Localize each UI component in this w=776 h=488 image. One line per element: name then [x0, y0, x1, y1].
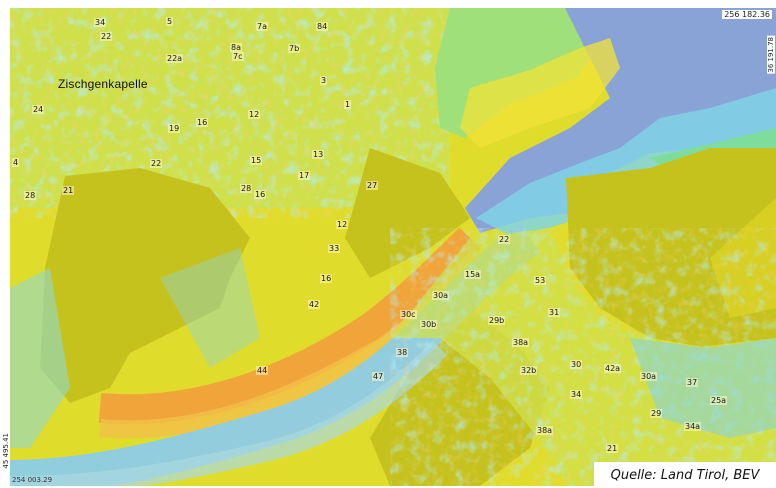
house-number: 34 — [94, 18, 107, 27]
house-number: 30b — [420, 320, 438, 329]
coordinate-left-edge: 45 495.41 — [2, 432, 10, 470]
house-number: 34a — [684, 422, 702, 431]
left-edge-cyan — [10, 268, 70, 448]
house-number: 7c — [232, 52, 244, 61]
house-number: 24 — [32, 105, 45, 114]
house-number: 21 — [62, 186, 75, 195]
house-number: 22a — [166, 54, 184, 63]
house-number: 84 — [316, 22, 329, 31]
house-number: 44 — [256, 366, 269, 375]
olive-field-right-light — [710, 198, 776, 318]
house-number: 7a — [256, 22, 268, 31]
source-attribution: Quelle: Land Tirol, BEV — [594, 462, 776, 488]
terrain-raster — [10, 8, 776, 486]
source-text: Quelle: Land Tirol, BEV — [610, 467, 760, 483]
house-number: 19 — [168, 124, 181, 133]
olive-slope-center — [345, 148, 470, 278]
house-number: 3 — [320, 76, 328, 85]
yellow-field-top — [460, 38, 620, 148]
blue-valley-top — [465, 8, 776, 233]
coordinate-bottom-left: 254 003.29 — [12, 476, 53, 484]
house-number: 21 — [606, 444, 619, 453]
house-number: 15 — [250, 156, 263, 165]
house-number: 5 — [166, 17, 174, 26]
house-number: 29 — [650, 409, 663, 418]
terrain-map[interactable]: Zischgenkapelle 34 5 7a 84 22 8a 7b 22a … — [10, 8, 776, 486]
house-number: 4 — [12, 158, 20, 167]
olive-field-left — [40, 168, 250, 403]
house-number: 38a — [536, 426, 554, 435]
house-number: 42 — [308, 300, 321, 309]
house-number: 27 — [366, 181, 379, 190]
orange-ridge — [98, 227, 481, 425]
house-number: 17 — [298, 171, 311, 180]
house-number: 22 — [100, 32, 113, 41]
house-number: 16 — [254, 190, 267, 199]
left-cyan-patch — [160, 248, 260, 368]
house-number: 38a — [512, 338, 530, 347]
coordinate-right-edge: 36 191.78 — [767, 36, 775, 74]
house-number: 22 — [150, 159, 163, 168]
house-number: 38 — [396, 348, 409, 357]
house-number: 15a — [464, 270, 482, 279]
house-number: 22 — [498, 235, 511, 244]
house-number: 33 — [328, 244, 341, 253]
house-number: 28 — [24, 191, 37, 200]
house-number: 12 — [248, 110, 261, 119]
coordinate-top-right: 256 182.36 — [722, 10, 772, 19]
house-number: 1 — [344, 100, 352, 109]
house-number: 31 — [548, 308, 561, 317]
place-label: Zischgenkapelle — [58, 77, 148, 91]
valley-river-top — [476, 88, 776, 238]
house-number: 28 — [240, 184, 253, 193]
house-number: 34 — [570, 390, 583, 399]
house-number: 32b — [520, 366, 538, 375]
house-number: 8a — [230, 43, 242, 52]
house-number: 53 — [534, 276, 547, 285]
house-number: 7b — [288, 44, 301, 53]
house-number: 30a — [432, 291, 450, 300]
house-number: 37 — [686, 378, 699, 387]
house-number: 30 — [570, 360, 583, 369]
house-number: 29b — [488, 316, 506, 325]
house-number: 25a — [710, 396, 728, 405]
house-number: 13 — [312, 150, 325, 159]
house-number: 30a — [640, 372, 658, 381]
lower-right-cyan — [630, 338, 776, 438]
house-number: 30c — [400, 310, 417, 319]
house-number: 12 — [336, 220, 349, 229]
house-number: 47 — [372, 372, 385, 381]
house-number: 16 — [196, 118, 209, 127]
house-number: 42a — [604, 364, 622, 373]
house-number: 16 — [320, 274, 333, 283]
river-lower-bank — [10, 340, 448, 486]
